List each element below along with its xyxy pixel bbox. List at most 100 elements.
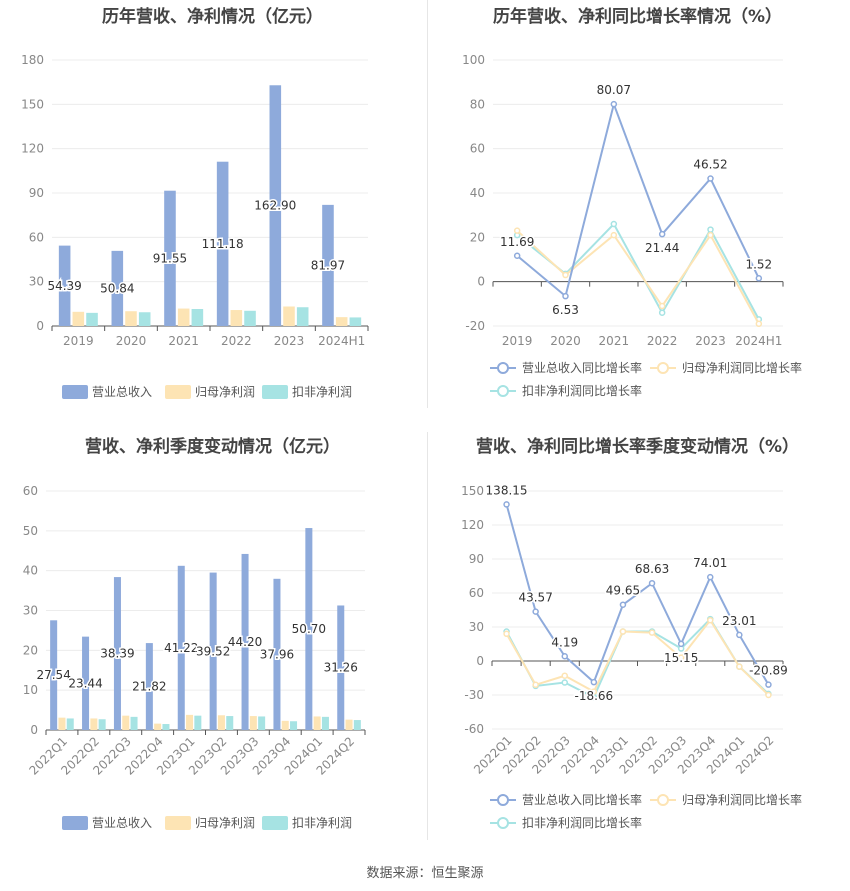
bar	[138, 312, 151, 326]
bar	[162, 724, 170, 730]
point	[648, 579, 656, 587]
bar	[296, 307, 309, 326]
point	[532, 608, 539, 615]
point	[562, 292, 569, 300]
data-label: 23.01	[722, 614, 756, 628]
bar	[86, 312, 98, 326]
point	[658, 302, 666, 310]
data-label: 162.90	[254, 199, 296, 213]
bar	[154, 723, 162, 730]
data-label: 21.82	[132, 680, 166, 694]
y-tick-label: 0	[476, 654, 484, 668]
y-tick-label: 20	[470, 230, 485, 244]
data-label: 21.44	[645, 241, 679, 255]
point	[619, 601, 627, 608]
point	[707, 226, 714, 233]
x-tick-label: 2024H1	[735, 334, 782, 348]
point	[619, 628, 627, 635]
annual-growth-panel: 历年营收、净利同比增长率情况（%） -20 0 20 40 60 80 100 2019 202…	[425, 0, 850, 410]
data-label: 15.15	[664, 651, 698, 665]
bar	[230, 310, 243, 326]
data-label: 46.52	[693, 158, 727, 172]
bar	[186, 714, 194, 730]
legend-label: 归母净利润同比增长率	[682, 360, 802, 375]
x-tick-label: 2020	[116, 334, 147, 348]
data-label: 54.39	[47, 279, 81, 293]
y-tick-label: 60	[469, 586, 484, 600]
data-label: 44.20	[228, 635, 262, 649]
y-tick-label: 150	[21, 97, 44, 111]
legend-label: 归母净利润	[195, 816, 255, 830]
bar	[98, 719, 106, 730]
bar	[122, 715, 130, 730]
legend-swatch	[165, 385, 191, 399]
bar	[305, 528, 313, 730]
bar	[313, 716, 321, 730]
bar	[58, 717, 66, 730]
point	[755, 320, 763, 328]
data-label: 37.96	[260, 647, 294, 661]
data-label: 27.54	[36, 668, 70, 682]
bar	[194, 715, 202, 730]
point	[561, 672, 568, 679]
point	[590, 678, 598, 686]
point	[503, 501, 510, 508]
legend-label: 扣非净利润同比增长率	[522, 383, 642, 398]
y-tick-label: 40	[23, 564, 38, 578]
data-label: 4.19	[551, 635, 578, 649]
bar	[125, 311, 137, 326]
x-tick-label: 2019	[63, 334, 94, 348]
y-tick-label: 80	[470, 97, 485, 111]
point	[707, 616, 714, 624]
panel-divider	[427, 0, 428, 408]
bar	[164, 190, 176, 326]
legend-label: 扣非净利润同比增长率	[522, 815, 642, 830]
annual-revenue-profit-panel: 历年营收、净利情况（亿元） 0 30 60 90 120 150 180 2019 2020 20…	[0, 0, 425, 410]
legend-marker	[497, 385, 509, 397]
data-label: -18.66	[575, 689, 614, 703]
bar	[113, 577, 121, 730]
quarterly-revenue-profit-chart: 01020304050602022Q12022Q22022Q32022Q4202…	[23, 484, 366, 830]
bar	[191, 309, 204, 326]
point	[755, 275, 763, 282]
bar	[349, 317, 362, 326]
data-label: 49.65	[606, 584, 640, 598]
point	[503, 630, 510, 638]
point	[677, 640, 685, 648]
bar	[241, 553, 249, 730]
data-source: 数据来源：恒生聚源	[366, 866, 484, 881]
legend-marker	[657, 362, 669, 374]
y-tick-label: 30	[469, 620, 484, 634]
data-label: 80.07	[597, 83, 631, 97]
series-line	[505, 617, 770, 699]
bar	[217, 715, 225, 730]
point	[513, 227, 521, 234]
bar	[177, 565, 185, 730]
y-tick-label: 0	[36, 319, 44, 333]
data-label: 41.22	[164, 641, 198, 655]
point	[765, 691, 772, 699]
chart-title: 历年营收、净利情况（亿元）	[102, 7, 323, 27]
bar	[258, 716, 266, 730]
bar	[335, 317, 348, 326]
data-label: 1.52	[745, 257, 772, 271]
point	[707, 231, 714, 239]
y-tick-label: -20	[465, 319, 485, 333]
legend-marker	[657, 794, 669, 806]
y-tick-label: 50	[23, 524, 38, 538]
legend-swatch	[165, 816, 191, 830]
annual-revenue-profit-chart: 0 30 60 90 120 150 180 2019 2020 2021 2022 2023 2024…	[21, 53, 369, 399]
y-tick-label: 90	[29, 186, 44, 200]
x-tick-label: 2023	[274, 334, 305, 348]
point	[658, 309, 666, 316]
legend-label: 营业总收入	[92, 385, 152, 399]
bar	[111, 250, 124, 326]
series-line	[505, 618, 770, 696]
legend-label: 营业总收入	[92, 816, 152, 830]
quarterly-growth-chart: -60-3003060901201502022Q12022Q22022Q3202…	[461, 482, 802, 830]
x-tick-label: 2024H1	[318, 334, 365, 348]
x-tick-label: 2021	[168, 334, 199, 348]
legend-label: 扣非净利润	[292, 385, 352, 399]
bar	[50, 620, 58, 730]
y-tick-label: 40	[470, 186, 485, 200]
